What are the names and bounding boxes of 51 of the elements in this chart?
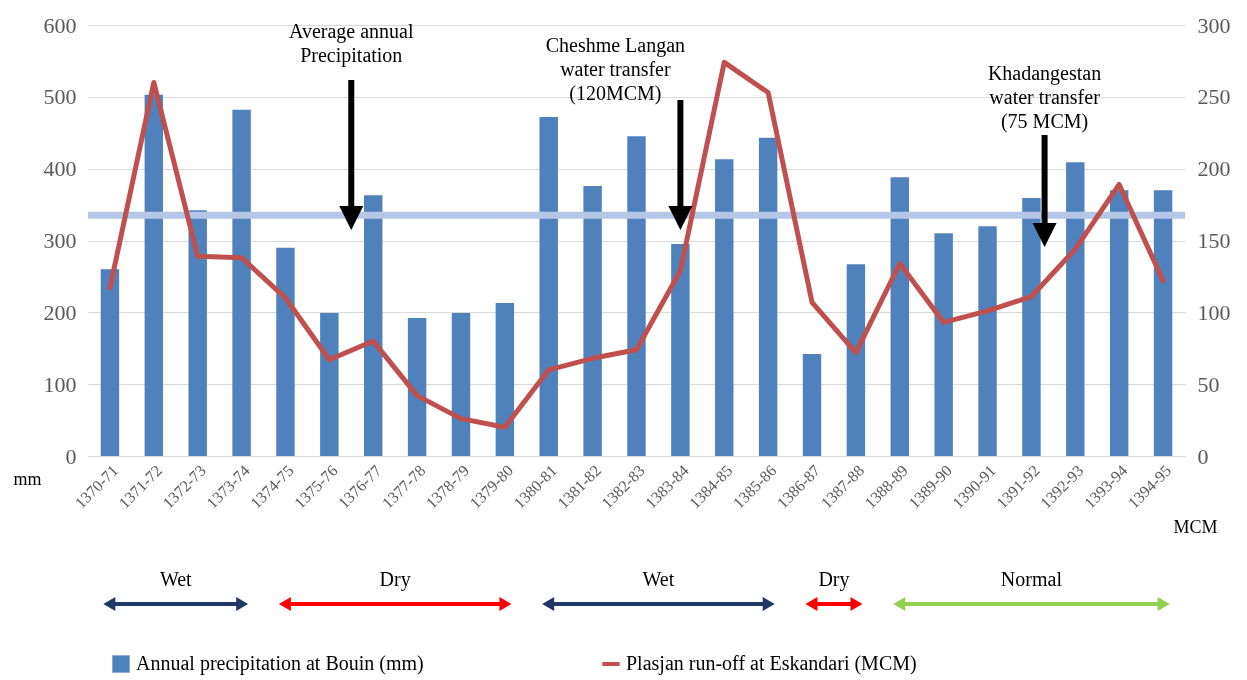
bar [407,318,427,456]
bar [890,177,909,456]
y-tick-label: 500 [43,84,77,110]
y2-tick-label: 300 [1197,12,1231,38]
annotation: Khadangestan water transfer (75 MCM) [987,62,1102,133]
bar [495,303,515,456]
bar [451,313,471,456]
bar [934,233,953,456]
bar [671,244,690,456]
y2-tick-label: 150 [1197,228,1231,253]
bar [802,354,822,456]
legend-label: Plasjan run-off at Eskandari (MCM) [626,652,917,675]
annotation: Cheshme Langan water transfer (120MCM) [545,34,686,105]
bar [100,269,120,456]
y2-tick-label: 0 [1197,443,1209,469]
text: Wet [159,568,193,590]
bar [276,247,295,456]
text: Wet [642,568,675,590]
bar [232,109,251,456]
bar [1109,190,1129,456]
bar [715,159,734,456]
annotation: Average annual Precipitation [289,20,414,67]
y-tick-label: 300 [43,228,77,253]
bar [583,185,602,456]
y2-tick-label: 250 [1197,84,1231,110]
y2-tick-label: 100 [1197,299,1231,325]
bar [188,210,207,456]
y2-tick-label: 50 [1197,371,1220,397]
y-axis-title: mm [13,468,42,489]
y-tick-label: 400 [43,156,77,182]
legend-label: Annual precipitation at Bouin (mm) [136,652,424,675]
text: Dry [818,568,850,591]
bar [1153,190,1173,456]
bar [758,137,778,456]
text: Normal [1000,568,1063,590]
y-tick-label: 0 [65,443,77,469]
y2-axis-title: MCM [1173,516,1218,537]
bar [364,195,383,456]
bar [539,116,558,456]
y-tick-label: 600 [43,12,77,38]
y2-tick-label: 200 [1197,156,1231,182]
bar [978,226,997,456]
bar [144,94,164,456]
bar [846,264,866,456]
y-tick-label: 200 [43,299,77,325]
bar [1066,162,1085,456]
bar [320,313,339,456]
y-tick-label: 100 [43,371,77,397]
bar [1022,198,1041,456]
bar [627,136,646,456]
text: Dry [379,568,411,591]
